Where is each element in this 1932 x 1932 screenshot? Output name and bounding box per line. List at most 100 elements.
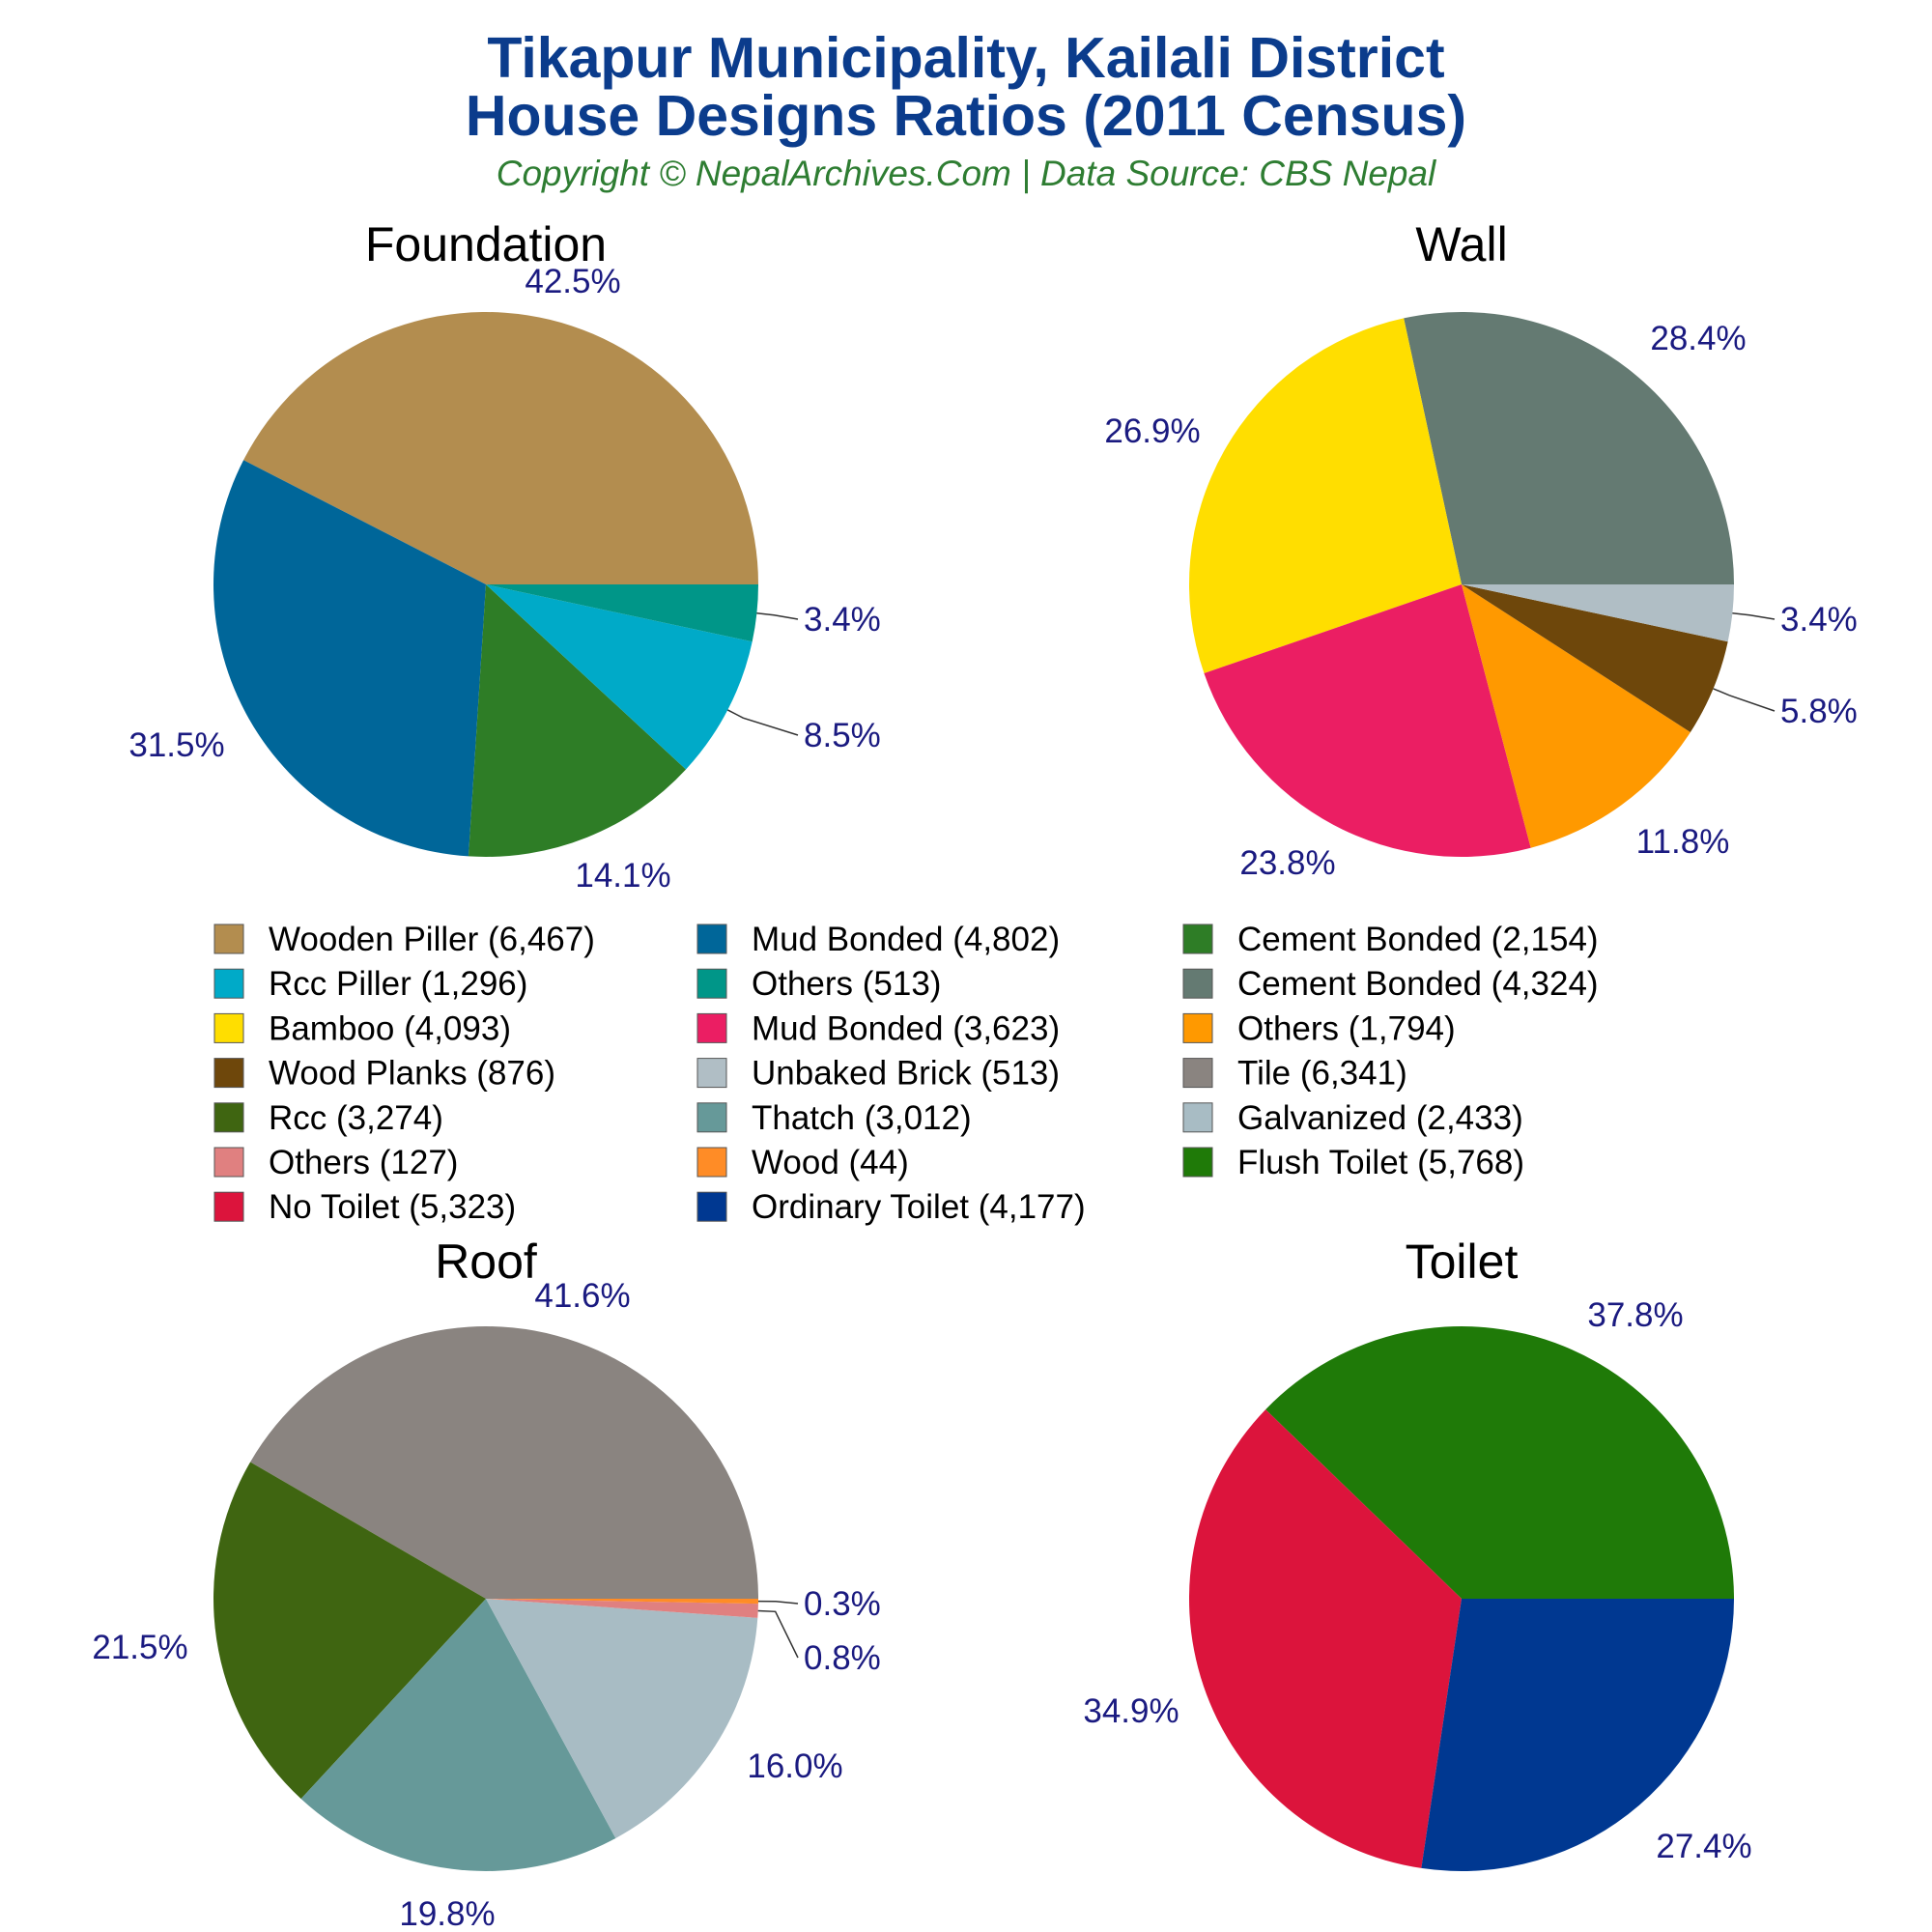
legend-swatch [213,1147,244,1178]
pie-slice-wall-others [1462,584,1690,848]
pie-chart-roof: 41.6% 21.5% 19.8% 16.0% 0.8% 0.3% [92,1277,880,1932]
chart-title-roof: Roof [435,1235,537,1289]
legend-label: Cement Bonded (4,324) [1237,965,1599,1003]
legend-swatch [696,1102,727,1133]
legend-label: Ordinary Toilet (4,177) [752,1188,1086,1226]
legend-item: Galvanized (2,433) [1182,1099,1523,1137]
pct-label-wall-others: 11.8% [1636,823,1730,861]
chart-title-foundation: Foundation [365,217,607,271]
legend-label: Rcc (3,274) [269,1099,443,1137]
pie-slice-toilet-no-toilet [1188,1409,1462,1868]
legend-swatch [696,968,727,999]
pie-slice-foundation-others [486,584,758,642]
legend-swatch [213,1012,244,1043]
pct-label-roof-tile: 41.6% [534,1277,630,1315]
pie-slice-wall-cement-bonded [1404,312,1734,584]
legend-item: Tile (6,341) [1182,1055,1407,1093]
legend-item: Thatch (3,012) [696,1099,972,1137]
legend-label: Tile (6,341) [1237,1055,1407,1093]
pct-label-wall-bamboo: 26.9% [1104,412,1200,450]
pct-label-wall-unbaked-brick: 3.4% [1780,601,1858,639]
legend-label: Bamboo (4,093) [269,1009,511,1047]
pie-slice-wall-wood-planks [1462,584,1728,732]
legend-item: Ordinary Toilet (4,177) [696,1188,1086,1226]
legend-label: Unbaked Brick (513) [752,1055,1060,1093]
page-title-line2: House Designs Ratios (2011 Census) [465,84,1467,148]
pie-slice-roof-rcc [213,1462,486,1800]
legend-swatch [213,968,244,999]
legend-item: Bamboo (4,093) [213,1009,511,1047]
legend-swatch [696,1147,727,1178]
legend-label: Flush Toilet (5,768) [1237,1144,1524,1181]
legend-swatch [1182,1102,1213,1133]
legend-label: Thatch (3,012) [752,1099,972,1137]
legend-swatch [1182,1012,1213,1043]
legend-item: Others (513) [696,965,941,1003]
leader-line-roof-wood [757,1600,799,1605]
pie-slice-roof-wood [486,1599,758,1605]
pie-slice-foundation-wooden-piller [243,312,759,584]
legend-label: Others (127) [269,1144,458,1181]
pct-label-roof-others: 0.8% [804,1639,881,1677]
legend-swatch [1182,968,1213,999]
legend-label: Wooden Piller (6,467) [269,921,595,958]
legend-swatch [696,1058,727,1089]
pct-label-roof-thatch: 19.8% [399,1895,495,1932]
pie-slice-roof-thatch [300,1599,616,1871]
pie-slice-wall-bamboo [1188,318,1462,674]
legend-item: Others (127) [213,1144,458,1181]
legend-label: Cement Bonded (2,154) [1237,921,1599,958]
legend-swatch [1182,1058,1213,1089]
legend-label: Others (1,794) [1237,1009,1456,1047]
pct-label-wall-wood-planks: 5.8% [1780,693,1858,730]
legend-item: No Toilet (5,323) [213,1188,516,1226]
legend-swatch [213,923,244,954]
legend-item: Others (1,794) [1182,1009,1456,1047]
pie-chart-wall: 28.4% 26.9% 23.8% 11.8% 5.8% 3.4% [1104,312,1858,882]
legend-item: Rcc (3,274) [213,1099,443,1137]
legend-label: No Toilet (5,323) [269,1188,516,1226]
page-title-line1: Tikapur Municipality, Kailali District [487,26,1445,90]
legend-item: Wooden Piller (6,467) [213,921,595,958]
pct-label-foundation-wooden-piller: 42.5% [525,263,620,300]
legend-label: Mud Bonded (4,802) [752,921,1060,958]
pct-label-roof-wood: 0.3% [804,1585,881,1623]
legend-item: Wood Planks (876) [213,1055,555,1093]
page-subtitle: Copyright © NepalArchives.Com | Data Sou… [496,154,1436,193]
pie-slice-foundation-mud-bonded [213,460,486,857]
leader-line-wall-wood-planks [1713,688,1776,712]
legend-item: Mud Bonded (3,623) [696,1009,1060,1047]
chart-title-toilet: Toilet [1406,1235,1519,1289]
legend-item: Flush Toilet (5,768) [1182,1144,1524,1181]
legend-swatch [1182,1147,1213,1178]
legend: Wooden Piller (6,467) Mud Bonded (4,802) C… [213,921,1599,1226]
legend-item: Mud Bonded (4,802) [696,921,1060,958]
legend-swatch [696,923,727,954]
legend-item: Wood (44) [696,1144,909,1181]
pct-label-foundation-rcc-piller: 8.5% [804,717,881,754]
legend-swatch [696,1191,727,1222]
pie-slice-wall-unbaked-brick [1462,584,1734,642]
legend-swatch [213,1191,244,1222]
pie-slice-roof-galvanized [486,1599,758,1838]
pct-label-wall-mud-bonded: 23.8% [1239,844,1335,882]
pie-slice-toilet-ordinary-toilet [1421,1599,1734,1871]
leader-line-foundation-others [756,612,799,620]
pct-label-toilet-flush-toilet: 37.8% [1587,1296,1683,1334]
legend-item: Rcc Piller (1,296) [213,965,527,1003]
legend-swatch [696,1012,727,1043]
pie-slice-roof-tile [250,1326,759,1599]
pie-slice-foundation-cement-bonded [468,584,687,857]
leader-line-roof-others [757,1609,799,1659]
pct-label-roof-galvanized: 16.0% [747,1747,842,1785]
pct-label-foundation-mud-bonded: 31.5% [128,726,224,764]
legend-item: Cement Bonded (2,154) [1182,921,1599,958]
legend-item: Cement Bonded (4,324) [1182,965,1599,1003]
legend-label: Galvanized (2,433) [1237,1099,1523,1137]
pct-label-wall-cement-bonded: 28.4% [1650,320,1746,357]
pct-label-toilet-ordinary-toilet: 27.4% [1656,1828,1751,1865]
legend-label: Wood (44) [752,1144,909,1181]
pie-chart-toilet: 37.8% 34.9% 27.4% [1083,1296,1752,1871]
